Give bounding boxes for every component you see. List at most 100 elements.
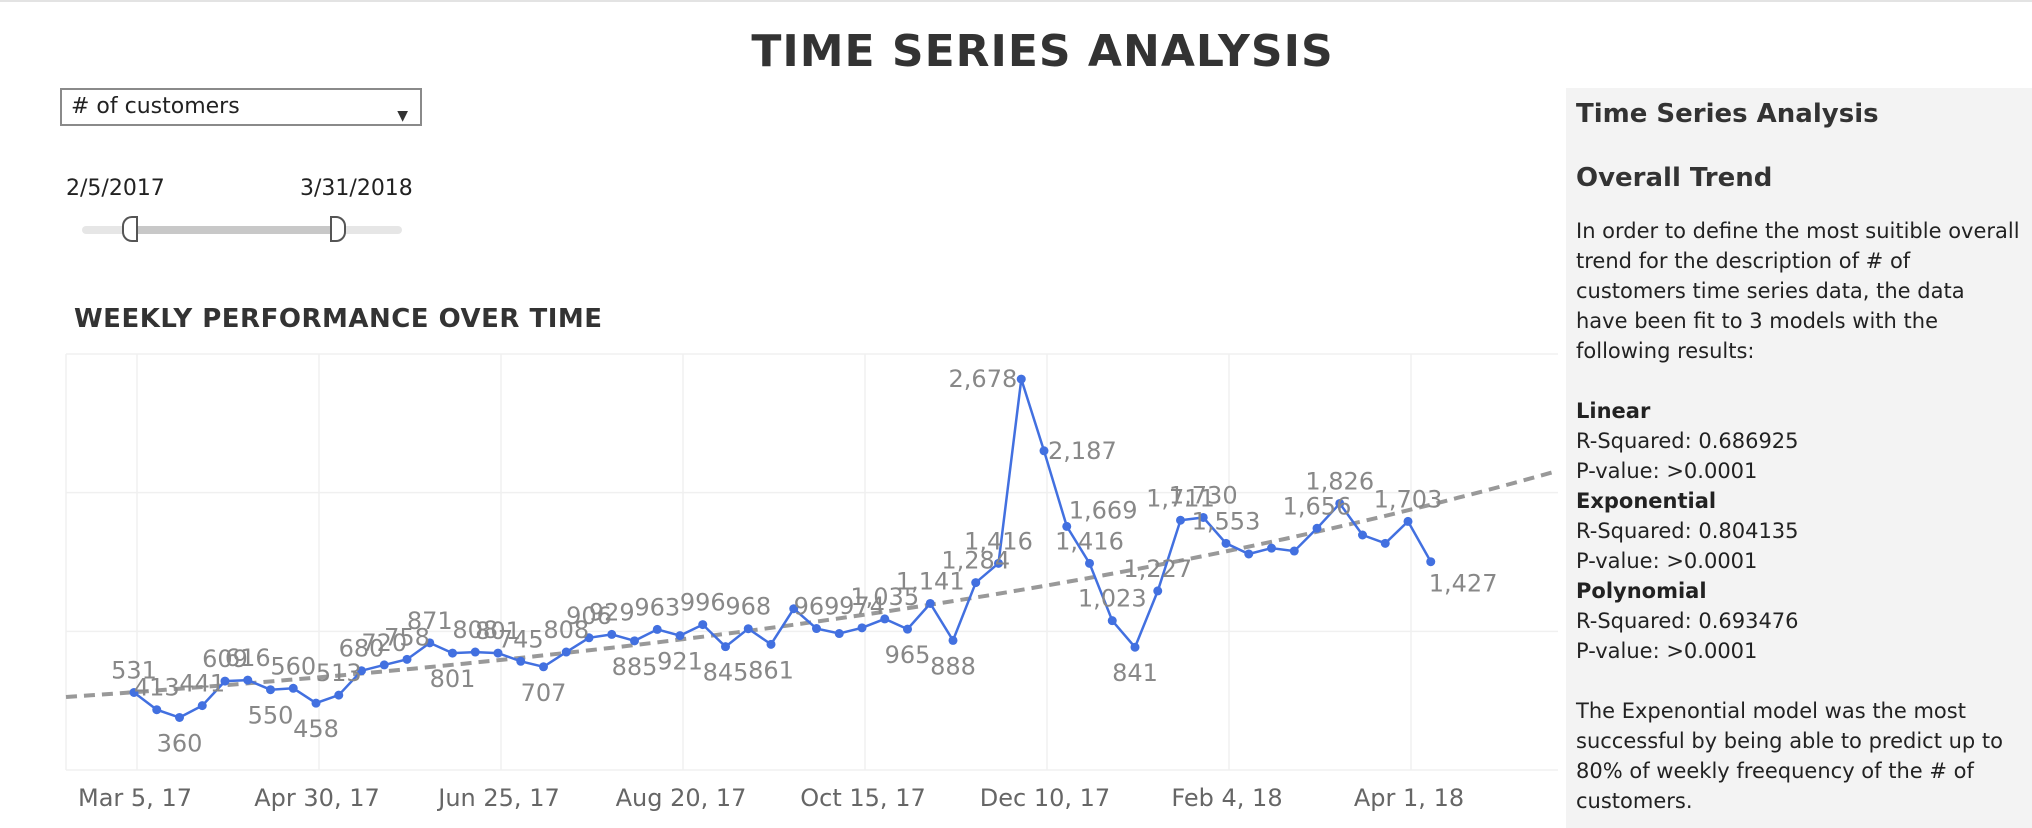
data-label: 1,416 [1055, 527, 1124, 555]
data-label: 1,416 [964, 527, 1033, 555]
data-label: 1,427 [1429, 570, 1498, 598]
data-label: 616 [225, 644, 271, 672]
data-point [1426, 557, 1436, 567]
data-point [470, 647, 480, 657]
data-point [1016, 374, 1026, 384]
measure-dropdown[interactable]: # of customers ▼ [60, 88, 422, 126]
model-r-squared: R-Squared: 0.686925 [1576, 429, 1799, 453]
data-point [561, 647, 571, 657]
data-point [334, 690, 344, 700]
data-point [379, 660, 389, 670]
analysis-panel-title: Time Series Analysis [1576, 99, 1879, 129]
data-point [311, 698, 321, 708]
analysis-panel: Time Series Analysis Overall Trend In or… [1566, 88, 2032, 828]
data-label: 458 [293, 715, 339, 743]
analysis-description: In order to define the most suitible ove… [1576, 219, 2020, 363]
data-point [1198, 512, 1208, 522]
data-point [630, 636, 639, 646]
series-line [133, 378, 1432, 719]
data-label: 720 [361, 629, 407, 657]
analysis-conclusion: The Expenontial model was the most succe… [1576, 699, 2004, 813]
chevron-down-icon[interactable]: ▼ [397, 108, 408, 124]
data-label: 888 [930, 652, 976, 680]
data-label: 808 [543, 616, 589, 644]
data-point [1153, 586, 1163, 596]
x-tick-label: Mar 5, 17 [78, 784, 192, 812]
x-tick-label: Apr 1, 18 [1354, 784, 1464, 812]
data-point [493, 648, 503, 658]
data-label: 921 [657, 648, 703, 676]
data-point [402, 654, 412, 664]
data-point [812, 624, 821, 634]
chart-title: WEEKLY PERFORMANCE OVER TIME [74, 304, 603, 334]
data-point [1289, 546, 1299, 556]
model-polynomial: Polynomial R-Squared: 0.693476 P-value: … [1576, 576, 2022, 666]
data-point [721, 642, 730, 652]
data-point [1221, 538, 1231, 548]
data-point [1403, 516, 1413, 526]
x-tick-label: Feb 4, 18 [1171, 784, 1282, 812]
data-label: 531 [111, 656, 157, 684]
data-point [1312, 523, 1322, 533]
data-labels-group: 5314133604416096165505604585136807207588… [111, 365, 1497, 757]
data-label: 963 [634, 593, 680, 621]
data-point [743, 624, 753, 634]
page-title: TIME SERIES ANALYSIS [751, 26, 1334, 77]
x-tick-label: Oct 15, 17 [800, 784, 925, 812]
data-point [698, 620, 708, 630]
data-point [448, 648, 457, 658]
x-tick-label: Jun 25, 17 [436, 784, 559, 812]
data-point [175, 712, 184, 722]
data-point [1062, 521, 1072, 531]
data-label: 974 [839, 592, 885, 620]
data-points-group [129, 374, 1436, 722]
data-point [516, 656, 526, 666]
data-point [1085, 558, 1094, 568]
model-p-value: P-value: >0.0001 [1576, 459, 1758, 483]
data-label: 808 [452, 616, 498, 644]
data-label: 1,669 [1069, 496, 1138, 524]
date-slider-start-handle[interactable] [122, 216, 138, 242]
x-tick-label: Apr 30, 17 [254, 784, 379, 812]
model-p-value: P-value: >0.0001 [1576, 549, 1758, 573]
data-label: 841 [1112, 659, 1158, 687]
model-exponential: Exponential R-Squared: 0.804135 P-value:… [1576, 486, 2022, 576]
data-point [903, 624, 912, 634]
model-name: Linear [1576, 399, 1651, 423]
data-point [288, 683, 298, 693]
data-label: 871 [407, 607, 453, 635]
data-point [925, 598, 935, 608]
data-point [357, 666, 366, 676]
data-point [129, 687, 139, 697]
data-point [266, 685, 275, 695]
weekly-performance-chart: 5314133604416096165505604585136807207588… [65, 353, 1559, 812]
data-point [197, 701, 207, 711]
data-label: 965 [885, 641, 931, 669]
data-label: 1,656 [1283, 492, 1352, 520]
data-point [220, 676, 230, 686]
data-label: 1,730 [1169, 481, 1238, 509]
data-label: 707 [521, 679, 567, 707]
data-point [1358, 530, 1367, 540]
model-r-squared: R-Squared: 0.804135 [1576, 519, 1799, 543]
date-slider-end-handle[interactable] [330, 216, 346, 242]
data-point [948, 635, 958, 645]
data-label: 1,284 [941, 547, 1010, 575]
data-label: 1,711 [1146, 484, 1215, 512]
data-label: 609 [202, 645, 248, 673]
data-label: 1,553 [1192, 507, 1261, 535]
data-point [1176, 515, 1185, 525]
x-axis-ticks-group: Mar 5, 17 Apr 30, 17 Jun 25, 17 Aug 20, 17 O… [78, 784, 1464, 812]
data-point [834, 629, 844, 639]
date-range-end: 3/31/2018 [300, 176, 413, 201]
data-label: 2,187 [1048, 437, 1117, 465]
data-label: 680 [339, 635, 385, 663]
data-label: 745 [498, 625, 544, 653]
data-label: 968 [725, 593, 771, 621]
data-label: 801 [430, 665, 476, 693]
data-point [1335, 498, 1345, 508]
data-label: 861 [748, 656, 794, 684]
data-point [425, 638, 435, 648]
data-label: 1,141 [896, 567, 965, 595]
top-border [0, 0, 2032, 2]
